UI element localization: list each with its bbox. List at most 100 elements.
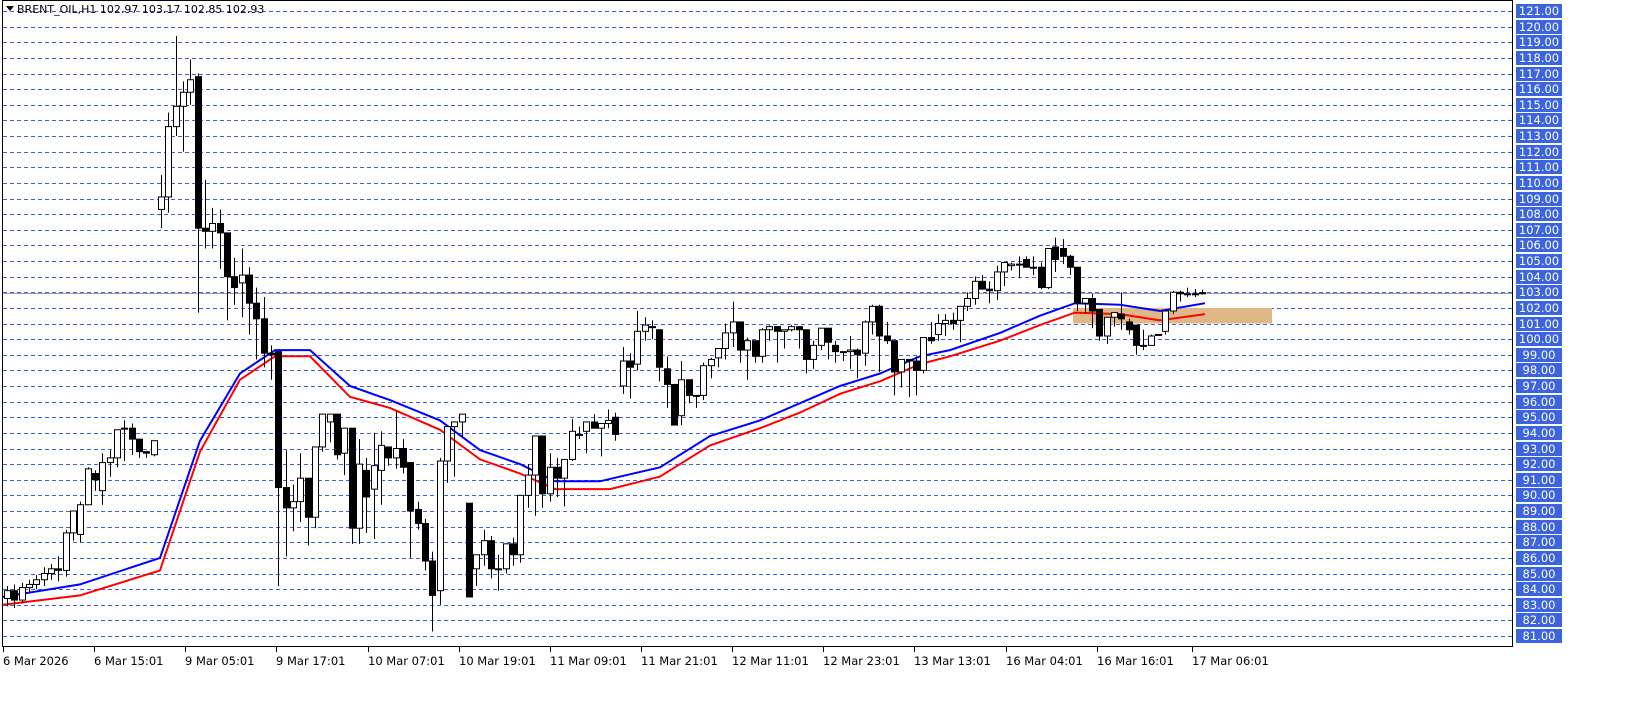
bull-candle	[708, 358, 715, 367]
bear-candle	[1177, 291, 1184, 295]
bull-candle	[840, 351, 847, 354]
dropdown-triangle-icon[interactable]	[6, 6, 14, 11]
bear-candle	[803, 329, 810, 360]
bull-candle	[715, 348, 722, 359]
bear-candle	[334, 413, 341, 456]
bear-candle	[876, 305, 883, 337]
bear-candle	[979, 280, 986, 290]
bear-candle	[275, 351, 282, 489]
time-label: 10 Mar 07:01	[368, 654, 445, 668]
bear-candle	[488, 540, 495, 570]
bull-candle	[964, 298, 971, 307]
bear-candle	[884, 335, 891, 342]
bear-candle	[415, 508, 422, 524]
time-tick	[1006, 647, 1007, 652]
time-tick	[641, 647, 642, 652]
bull-candle	[187, 79, 194, 93]
bull-candle	[605, 419, 612, 424]
bear-candle	[686, 379, 693, 396]
bull-candle	[1104, 316, 1111, 337]
bear-candle	[1074, 266, 1081, 304]
bull-candle	[730, 321, 737, 334]
bear-candle	[305, 477, 312, 518]
bear-candle	[1199, 292, 1206, 295]
bull-candle	[481, 540, 488, 556]
time-tick	[185, 647, 186, 652]
time-tick	[914, 647, 915, 652]
price-label: 111.00	[1516, 160, 1562, 174]
bull-candle	[1140, 344, 1147, 347]
bear-candle	[832, 344, 839, 353]
bull-candle	[759, 329, 766, 357]
chart-title: BRENT_OIL,H1 102.97 103.17 102.85 102.93	[6, 3, 264, 16]
bear-candle	[407, 462, 414, 512]
time-tick	[1192, 647, 1193, 652]
bull-candle	[503, 543, 510, 570]
time-label: 6 Mar 15:01	[94, 654, 164, 668]
bull-candle	[1016, 263, 1023, 266]
bull-candle	[634, 330, 641, 365]
time-tick	[459, 647, 460, 652]
bull-candle	[158, 196, 165, 210]
price-label: 101.00	[1516, 317, 1562, 331]
bear-candle	[671, 383, 678, 426]
price-label: 92.00	[1516, 457, 1562, 471]
bull-candle	[319, 413, 326, 448]
bull-candle	[869, 305, 876, 323]
time-label: 6 Mar 2026	[3, 654, 69, 668]
price-label: 102.00	[1516, 301, 1562, 315]
bear-candle	[363, 469, 370, 498]
price-label: 113.00	[1516, 129, 1562, 143]
price-label: 117.00	[1516, 67, 1562, 81]
price-label: 100.00	[1516, 332, 1562, 346]
bear-candle	[11, 590, 18, 601]
price-label: 87.00	[1516, 535, 1562, 549]
bear-candle	[752, 340, 759, 357]
time-tick	[276, 647, 277, 652]
bull-candle	[598, 423, 605, 429]
bull-candle	[1082, 298, 1089, 304]
bull-candle	[151, 440, 158, 456]
time-tick	[550, 647, 551, 652]
price-label: 94.00	[1516, 426, 1562, 440]
bear-candle	[612, 416, 619, 435]
bull-candle	[473, 554, 480, 570]
price-label: 118.00	[1516, 51, 1562, 65]
bull-candle	[290, 501, 297, 509]
bear-candle	[1133, 324, 1140, 346]
bull-candle	[920, 337, 927, 371]
bull-candle	[569, 430, 576, 460]
price-label: 98.00	[1516, 363, 1562, 377]
bull-candle	[957, 305, 964, 321]
time-tick	[823, 647, 824, 652]
bear-candle	[224, 232, 231, 278]
bear-candle	[349, 427, 356, 529]
bear-candle	[1126, 321, 1133, 331]
bear-candle	[664, 368, 671, 385]
price-label: 90.00	[1516, 488, 1562, 502]
bull-candle	[972, 280, 979, 299]
bear-candle	[510, 543, 517, 556]
bull-candle	[107, 457, 114, 464]
bull-candle	[297, 477, 304, 503]
price-label: 107.00	[1516, 223, 1562, 237]
bull-candle	[1162, 310, 1169, 332]
price-label: 81.00	[1516, 629, 1562, 643]
bull-candle	[1045, 248, 1052, 289]
time-label: 11 Mar 09:01	[550, 654, 627, 668]
bear-candle	[261, 318, 268, 354]
time-label: 9 Mar 05:01	[185, 654, 255, 668]
bear-candle	[1067, 255, 1074, 268]
bull-candle	[41, 573, 48, 581]
bull-candle	[1030, 266, 1037, 269]
bear-candle	[268, 352, 275, 356]
price-label: 95.00	[1516, 410, 1562, 424]
bear-candle	[1096, 308, 1103, 337]
time-label: 13 Mar 13:01	[914, 654, 991, 668]
price-label: 106.00	[1516, 238, 1562, 252]
plot-border	[2, 0, 1513, 647]
bull-candle	[393, 448, 400, 459]
price-label: 89.00	[1516, 504, 1562, 518]
